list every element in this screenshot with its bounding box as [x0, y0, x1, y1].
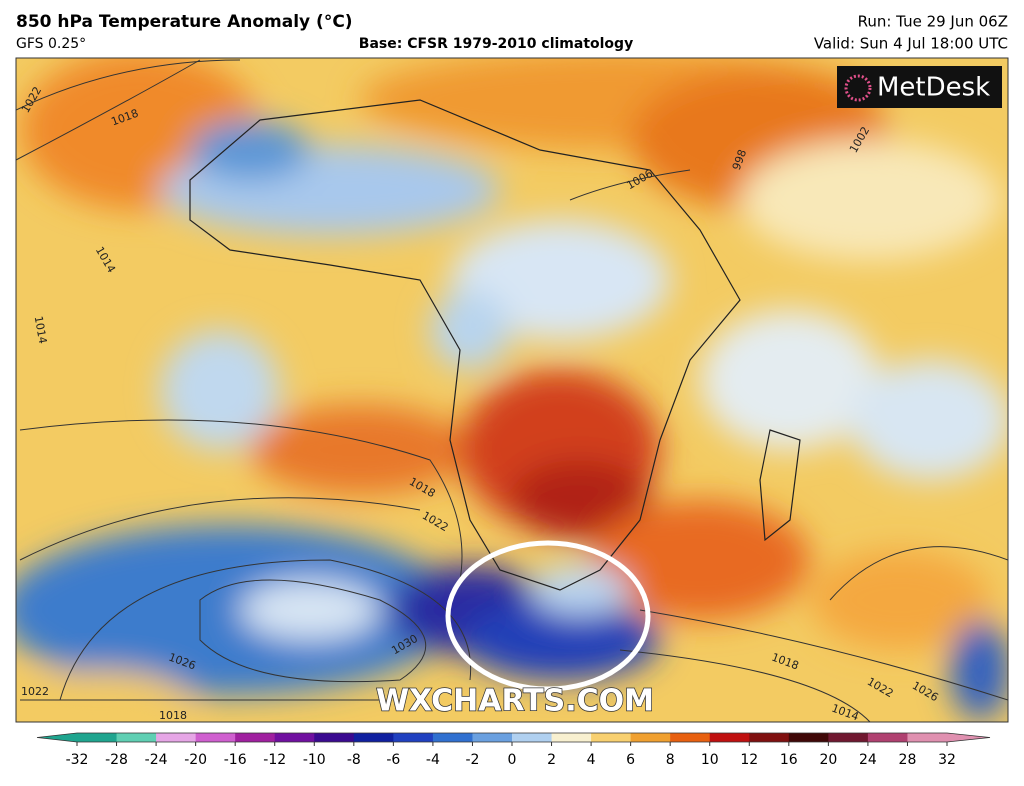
colorbar-segment [314, 733, 355, 742]
colorbar-segment [353, 733, 394, 742]
colorbar-end [37, 733, 77, 742]
colorbar-tick-label: 12 [740, 752, 758, 768]
logo-box [837, 66, 1002, 108]
colorbar-tick-label: -8 [347, 752, 361, 768]
colorbar-segment [551, 733, 592, 742]
colorbar-tick-label: -32 [66, 752, 89, 768]
colorbar-tick-label: 4 [587, 752, 596, 768]
colorbar-tick-label: -24 [145, 752, 168, 768]
colorbar-tick-label: -6 [386, 752, 400, 768]
colorbar-segment [274, 733, 315, 742]
colorbar-segment [788, 733, 829, 742]
colorbar-tick-label: -16 [224, 752, 247, 768]
isobar-label: 1022 [21, 685, 49, 698]
colorbar-segment [670, 733, 711, 742]
colorbar-tick-label: 10 [701, 752, 719, 768]
colorbar-tick-label: -10 [303, 752, 326, 768]
map-field [16, 58, 1008, 722]
colorbar-tick-label: 2 [547, 752, 556, 768]
colorbar-tick-label: -12 [263, 752, 286, 768]
isobar-label: 1014 [32, 315, 50, 345]
colorbar-segment [235, 733, 276, 742]
colorbar-tick-label: -2 [465, 752, 479, 768]
colorbar-segment [116, 733, 157, 742]
colorbar: -32 -28 -24 -20 -16 -12 -10 -8 -6 -4 -2 0 2 4 6 8 10 12 16… [36, 732, 991, 768]
colorbar-segment [907, 733, 948, 742]
colorbar-tick-label: 24 [859, 752, 877, 768]
valid-time: Valid: Sun 4 Jul 18:00 UTC [814, 35, 1008, 53]
colorbar-tick-label: 20 [819, 752, 837, 768]
colorbar-segment [393, 733, 434, 742]
colorbar-segment [512, 733, 553, 742]
colorbar-segment [77, 733, 118, 742]
colorbar-tick-label: 6 [626, 752, 635, 768]
colorbar-segment [156, 733, 197, 742]
colorbar-segment [709, 733, 750, 742]
colorbar-tick-label: -28 [105, 752, 128, 768]
colorbar-tick-label: 8 [666, 752, 675, 768]
climatology-base: Base: CFSR 1979-2010 climatology [359, 36, 633, 52]
colorbar-tick-label: 16 [780, 752, 798, 768]
run-time: Run: Tue 29 Jun 06Z [858, 13, 1008, 31]
isobar-label: 1018 [159, 709, 187, 722]
colorbar-tick-label: 0 [508, 752, 517, 768]
colorbar-tick-label: -20 [184, 752, 207, 768]
model: GFS 0.25° [16, 36, 86, 52]
colorbar-segment [195, 733, 236, 742]
watermark: WXCHARTS.COM [376, 684, 654, 719]
colorbar-segment [630, 733, 671, 742]
colorbar-segment [472, 733, 513, 742]
colorbar-segment [432, 733, 473, 742]
colorbar-segment [828, 733, 869, 742]
colorbar-tick-label: 32 [938, 752, 956, 768]
logo: MetDesk [877, 73, 990, 103]
colorbar-segment [749, 733, 790, 742]
colorbar-segment [867, 733, 908, 742]
colorbar-segment [591, 733, 632, 742]
colorbar-tick-label: -4 [426, 752, 440, 768]
colorbar-tick-label: 28 [899, 752, 917, 768]
title: 850 hPa Temperature Anomaly (°C) [16, 12, 353, 32]
colorbar-end [947, 733, 990, 742]
